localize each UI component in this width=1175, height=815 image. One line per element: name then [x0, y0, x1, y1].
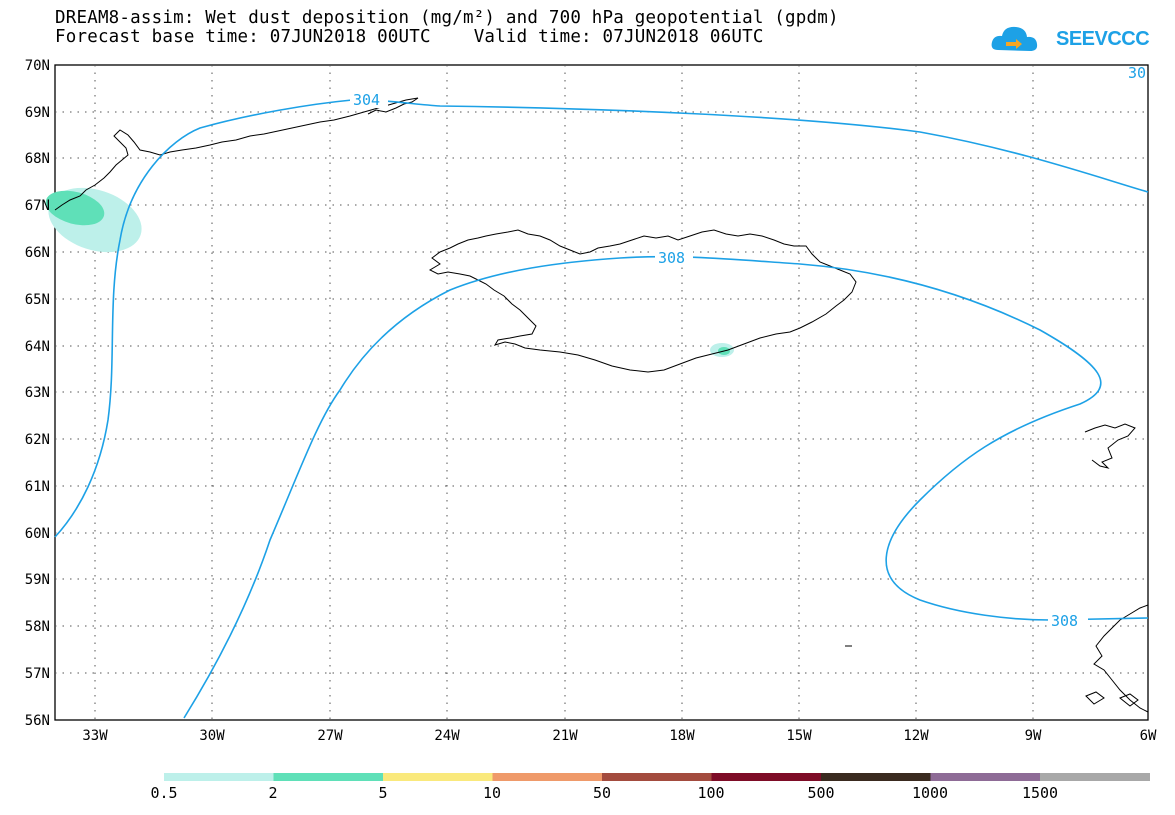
lat-label: 70N [25, 58, 50, 74]
lat-label: 60N [25, 526, 50, 542]
legend-swatch [273, 773, 384, 781]
contour-label-edge: 30 [1128, 64, 1146, 82]
lat-label: 56N [25, 713, 50, 729]
legend-labels: 0.5 2 5 10 50 100 500 1000 1500 [150, 784, 1058, 802]
seevccc-logo-text: SEEVCCC [1056, 28, 1150, 50]
lon-label: 18W [669, 728, 695, 744]
latitude-labels: 70N 69N 68N 67N 66N 65N 64N 63N 62N 61N … [25, 58, 50, 729]
legend-swatch [383, 773, 493, 781]
lat-label: 64N [25, 339, 50, 355]
lat-label: 66N [25, 245, 50, 261]
lon-label: 24W [434, 728, 460, 744]
legend-swatch [602, 773, 712, 781]
legend-label: 2 [268, 784, 277, 802]
lon-label: 9W [1025, 728, 1042, 744]
legend-colorbar [164, 773, 1150, 781]
lat-label: 61N [25, 479, 50, 495]
legend-label: 100 [697, 784, 724, 802]
lon-label: 15W [786, 728, 812, 744]
lon-label: 33W [82, 728, 108, 744]
lat-label: 63N [25, 385, 50, 401]
contour-304 [54, 99, 1149, 538]
legend-label: 10 [483, 784, 501, 802]
legend-swatch [711, 773, 822, 781]
contour-label-308-north: 308 [658, 249, 685, 267]
legend-label: 50 [593, 784, 611, 802]
lon-label: 6W [1140, 728, 1157, 744]
legend-label: 0.5 [150, 784, 177, 802]
lat-label: 65N [25, 292, 50, 308]
legend-swatch [930, 773, 1041, 781]
lon-label: 30W [199, 728, 225, 744]
lat-label: 58N [25, 619, 50, 635]
legend-swatch [1040, 773, 1150, 781]
legend-label: 1000 [912, 784, 948, 802]
legend-swatch [821, 773, 931, 781]
lat-label: 59N [25, 572, 50, 588]
lon-label: 21W [552, 728, 578, 744]
map-frame [54, 64, 1149, 721]
seevccc-logo-icon [991, 26, 1038, 51]
contour-308 [183, 255, 1149, 719]
legend-swatch [164, 773, 274, 781]
lat-label: 69N [25, 105, 50, 121]
legend-label: 1500 [1022, 784, 1058, 802]
lat-label: 62N [25, 432, 50, 448]
lat-label: 57N [25, 666, 50, 682]
legend-label: 500 [807, 784, 834, 802]
contour-labels: 304 308 308 30 [350, 64, 1146, 630]
lat-label: 68N [25, 151, 50, 167]
longitude-labels: 33W 30W 27W 24W 21W 18W 15W 12W 9W 6W [82, 728, 1157, 744]
lon-label: 12W [903, 728, 929, 744]
dust-deposition-shading [45, 187, 734, 357]
legend-swatch [492, 773, 603, 781]
map-title: DREAM8-assim: Wet dust deposition (mg/m²… [55, 8, 839, 28]
contour-label-308-south: 308 [1051, 612, 1078, 630]
legend-label: 5 [378, 784, 387, 802]
contour-label-304: 304 [353, 91, 380, 109]
coastlines [54, 97, 1149, 713]
lon-label: 27W [317, 728, 343, 744]
lat-label: 67N [25, 198, 50, 214]
map-subtitle-times: Forecast base time: 07JUN2018 00UTC Vali… [55, 27, 764, 47]
graticule-parallels [55, 111, 1148, 674]
geopotential-contours [54, 99, 1149, 719]
